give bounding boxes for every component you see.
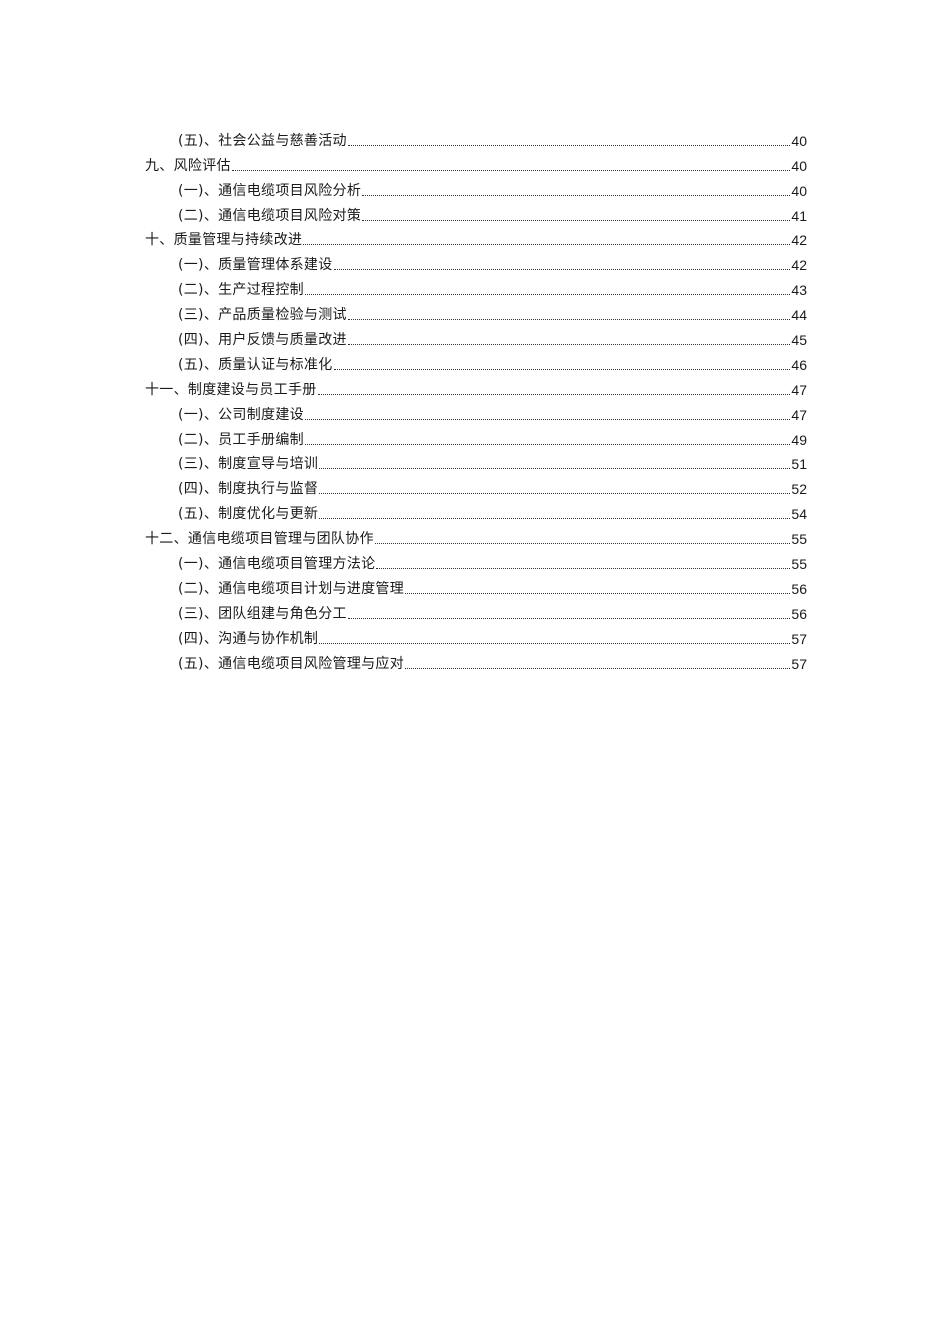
- toc-section-entry[interactable]: (四)、沟通与协作机制 57: [145, 623, 807, 648]
- toc-page-number: 47: [791, 381, 807, 398]
- toc-entry-title: (二)、生产过程控制: [178, 282, 304, 299]
- toc-section-entry[interactable]: (一)、公司制度建设 47: [145, 399, 807, 424]
- toc-page-number: 56: [791, 605, 807, 622]
- toc-page-number: 54: [791, 506, 807, 523]
- toc-dot-leader: [304, 418, 791, 420]
- toc-entry-title: (一)、通信电缆项目风险分析: [178, 182, 362, 199]
- toc-section-entry[interactable]: (二)、通信电缆项目风险对策 41: [145, 200, 807, 225]
- toc-entry-title: 十、质量管理与持续改进: [145, 232, 303, 249]
- toc-entry-title: 十二、通信电缆项目管理与团队协作: [145, 531, 374, 548]
- toc-dot-leader: [347, 319, 791, 321]
- toc-chapter-entry[interactable]: 十、质量管理与持续改进 42: [145, 225, 807, 250]
- toc-dot-leader: [347, 344, 791, 346]
- toc-page-number: 45: [791, 332, 807, 349]
- toc-page-number: 46: [791, 356, 807, 373]
- toc-section-entry[interactable]: (五)、质量认证与标准化 46: [145, 349, 807, 374]
- toc-entry-title: 九、风险评估: [145, 157, 231, 174]
- toc-entry-title: (三)、团队组建与角色分工: [178, 605, 347, 622]
- toc-page-number: 42: [791, 232, 807, 249]
- toc-dot-leader: [319, 468, 791, 470]
- toc-entry-title: (四)、沟通与协作机制: [178, 630, 319, 647]
- toc-dot-leader: [231, 169, 791, 171]
- toc-entry-title: (一)、通信电缆项目管理方法论: [178, 556, 376, 573]
- toc-section-entry[interactable]: (二)、生产过程控制 43: [145, 274, 807, 299]
- toc-chapter-entry[interactable]: 九、风险评估 40: [145, 150, 807, 175]
- toc-dot-leader: [376, 568, 791, 570]
- toc-page-number: 56: [791, 580, 807, 597]
- toc-dot-leader: [317, 393, 791, 395]
- toc-section-entry[interactable]: (四)、用户反馈与质量改进 45: [145, 324, 807, 349]
- toc-entry-title: (四)、制度执行与监督: [178, 481, 319, 498]
- toc-entry-title: (三)、制度宣导与培训: [178, 456, 319, 473]
- toc-section-entry[interactable]: (三)、制度宣导与培训 51: [145, 449, 807, 474]
- toc-section-entry[interactable]: (五)、通信电缆项目风险管理与应对 57: [145, 648, 807, 673]
- toc-entry-title: 十一、制度建设与员工手册: [145, 381, 317, 398]
- toc-entry-title: (一)、质量管理体系建设: [178, 257, 333, 274]
- toc-section-entry[interactable]: (五)、社会公益与慈善活动 40: [145, 125, 807, 150]
- toc-section-entry[interactable]: (一)、通信电缆项目风险分析 40: [145, 175, 807, 200]
- toc-page-number: 42: [791, 257, 807, 274]
- toc-dot-leader: [405, 667, 791, 669]
- toc-section-entry[interactable]: (三)、产品质量检验与测试 44: [145, 299, 807, 324]
- toc-page-number: 44: [791, 307, 807, 324]
- toc-dot-leader: [362, 194, 791, 196]
- toc-dot-leader: [362, 219, 791, 221]
- toc-chapter-entry[interactable]: 十一、制度建设与员工手册 47: [145, 374, 807, 399]
- toc-page-number: 55: [791, 556, 807, 573]
- toc-dot-leader: [304, 294, 791, 296]
- toc-page-number: 51: [791, 456, 807, 473]
- toc-section-entry[interactable]: (二)、通信电缆项目计划与进度管理 56: [145, 573, 807, 598]
- table-of-contents: (五)、社会公益与慈善活动 40 九、风险评估 40 (一)、通信电缆项目风险分析 40(…: [145, 125, 807, 673]
- toc-section-entry[interactable]: (四)、制度执行与监督 52: [145, 473, 807, 498]
- toc-entry-title: (二)、员工手册编制: [178, 431, 304, 448]
- toc-page-number: 52: [791, 481, 807, 498]
- toc-dot-leader: [319, 518, 791, 520]
- toc-section-entry[interactable]: (三)、团队组建与角色分工 56: [145, 598, 807, 623]
- toc-page-number: 57: [791, 630, 807, 647]
- toc-page-number: 40: [791, 182, 807, 199]
- toc-entry-title: (五)、通信电缆项目风险管理与应对: [178, 655, 405, 672]
- toc-entry-title: (五)、质量认证与标准化: [178, 356, 333, 373]
- toc-dot-leader: [333, 368, 791, 370]
- toc-page-number: 55: [791, 531, 807, 548]
- toc-entry-title: (三)、产品质量检验与测试: [178, 307, 347, 324]
- toc-dot-leader: [347, 617, 791, 619]
- toc-dot-leader: [303, 244, 791, 246]
- toc-page-number: 47: [791, 406, 807, 423]
- toc-chapter-entry[interactable]: 十二、通信电缆项目管理与团队协作 55: [145, 523, 807, 548]
- toc-entry-title: (五)、社会公益与慈善活动: [178, 132, 347, 149]
- toc-page-number: 40: [791, 157, 807, 174]
- toc-page-number: 57: [791, 655, 807, 672]
- toc-section-entry[interactable]: (五)、制度优化与更新 54: [145, 498, 807, 523]
- toc-dot-leader: [333, 269, 791, 271]
- toc-entry-title: (一)、公司制度建设: [178, 406, 304, 423]
- toc-entry-title: (二)、通信电缆项目风险对策: [178, 207, 362, 224]
- toc-section-entry[interactable]: (一)、通信电缆项目管理方法论 55: [145, 548, 807, 573]
- toc-dot-leader: [374, 543, 791, 545]
- toc-section-entry[interactable]: (二)、员工手册编制 49: [145, 424, 807, 449]
- toc-entry-title: (四)、用户反馈与质量改进: [178, 332, 347, 349]
- toc-dot-leader: [347, 144, 791, 146]
- toc-dot-leader: [405, 592, 791, 594]
- toc-entry-title: (五)、制度优化与更新: [178, 506, 319, 523]
- toc-section-entry[interactable]: (一)、质量管理体系建设 42: [145, 249, 807, 274]
- toc-page-number: 41: [791, 207, 807, 224]
- toc-page-number: 49: [791, 431, 807, 448]
- toc-dot-leader: [319, 493, 791, 495]
- toc-dot-leader: [304, 443, 791, 445]
- toc-page-number: 40: [791, 132, 807, 149]
- toc-entry-title: (二)、通信电缆项目计划与进度管理: [178, 580, 405, 597]
- toc-page-number: 43: [791, 282, 807, 299]
- toc-dot-leader: [319, 642, 791, 644]
